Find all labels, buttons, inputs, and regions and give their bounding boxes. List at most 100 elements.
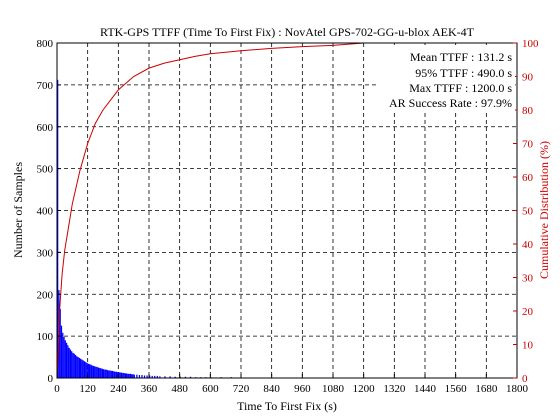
x-tick-label: 600 bbox=[202, 383, 219, 395]
histogram-bar bbox=[77, 357, 79, 378]
histogram-bar bbox=[141, 375, 143, 378]
x-axis-label: Time To First Fix (s) bbox=[237, 399, 337, 413]
histogram-bar bbox=[101, 368, 103, 378]
histogram-bar bbox=[109, 370, 111, 378]
histogram-bar bbox=[81, 359, 83, 378]
stat-value: 131.2 s bbox=[477, 50, 512, 64]
left-tick-label: 0 bbox=[48, 373, 54, 385]
histogram-bar bbox=[99, 367, 101, 378]
histogram-bar bbox=[110, 370, 112, 378]
stat-value: 1200.0 s bbox=[471, 81, 512, 95]
histogram-bar bbox=[131, 374, 133, 378]
left-axis-label: Number of Samples bbox=[11, 162, 25, 258]
histogram-bar bbox=[118, 372, 120, 378]
x-tick-label: 960 bbox=[294, 383, 311, 395]
histogram-bar bbox=[104, 369, 106, 378]
left-tick-label: 100 bbox=[37, 331, 54, 343]
histogram-bar bbox=[159, 376, 161, 378]
histogram-bar bbox=[143, 375, 146, 378]
histogram-bar bbox=[59, 308, 61, 378]
x-tick-label: 1560 bbox=[445, 383, 468, 395]
histogram-bar bbox=[86, 362, 88, 378]
histogram-bar bbox=[60, 325, 63, 378]
stat-95-ttff: 95% TTFF : 490.0 s bbox=[415, 66, 512, 80]
histogram-bar bbox=[67, 345, 69, 378]
histogram-bar bbox=[156, 375, 158, 378]
histogram-bar bbox=[149, 375, 151, 378]
histogram-bar bbox=[113, 371, 115, 378]
histogram-bar bbox=[111, 370, 114, 378]
histogram-bar bbox=[105, 369, 107, 378]
x-tick-label: 1320 bbox=[383, 383, 406, 395]
x-tick-label: 480 bbox=[171, 383, 188, 395]
histogram-bar bbox=[120, 372, 123, 378]
stat-label: Max TTFF : bbox=[409, 81, 468, 95]
right-tick-label: 50 bbox=[522, 206, 534, 218]
histogram-bar bbox=[133, 374, 135, 378]
histogram-bar bbox=[108, 370, 110, 378]
x-tick-label: 1440 bbox=[414, 383, 437, 395]
x-tick-label: 1680 bbox=[475, 383, 498, 395]
histogram-bar bbox=[129, 373, 132, 378]
right-tick-label: 30 bbox=[522, 273, 534, 285]
right-axis-label: Cumulative Distribution (%) bbox=[537, 141, 551, 279]
right-tick-label: 100 bbox=[522, 38, 539, 50]
histogram-bar bbox=[126, 373, 128, 378]
histogram-bar bbox=[78, 357, 80, 378]
histogram-bar bbox=[65, 342, 68, 378]
stat-value: 490.0 s bbox=[477, 66, 512, 80]
histogram-bar bbox=[69, 349, 72, 378]
histogram-bar bbox=[62, 332, 64, 378]
histogram-bar bbox=[88, 364, 91, 378]
histogram-bar bbox=[57, 79, 59, 378]
left-tick-label: 600 bbox=[37, 122, 54, 134]
right-axis-ticks: 0 10 20 30 40 50 60 70 80 90 100 bbox=[513, 38, 539, 385]
stat-mean-ttff: Mean TTFF : 131.2 s bbox=[410, 50, 512, 64]
histogram-bar bbox=[85, 362, 87, 378]
histogram-bar bbox=[95, 366, 97, 378]
histogram-bar bbox=[123, 372, 125, 378]
histogram-bar bbox=[146, 375, 148, 378]
histogram-bar bbox=[73, 353, 75, 378]
histogram-bar bbox=[164, 376, 166, 378]
left-axis-ticks: 0 100 200 300 400 500 600 700 800 bbox=[37, 38, 61, 385]
x-tick-label: 1800 bbox=[506, 383, 529, 395]
histogram-bar bbox=[151, 375, 153, 378]
histogram-bar bbox=[128, 373, 130, 378]
histogram-bar bbox=[90, 364, 92, 378]
left-tick-label: 800 bbox=[37, 38, 54, 50]
stats-panel: Mean TTFF : 131.2 s 95% TTFF : 490.0 s M… bbox=[376, 45, 515, 113]
right-tick-label: 60 bbox=[522, 172, 534, 184]
stat-label: 95% TTFF : bbox=[415, 66, 474, 80]
histogram-bar bbox=[91, 365, 93, 378]
histogram-bar bbox=[63, 336, 65, 378]
stat-ar-success-rate: AR Success Rate : 97.9% bbox=[389, 96, 512, 110]
histogram-bar bbox=[127, 373, 129, 378]
histogram-bar bbox=[72, 352, 74, 378]
stat-max-ttff: Max TTFF : 1200.0 s bbox=[409, 81, 512, 95]
histogram-bar bbox=[124, 373, 126, 378]
histogram-bar bbox=[76, 356, 78, 378]
right-tick-label: 70 bbox=[522, 139, 534, 151]
x-tick-label: 840 bbox=[263, 383, 280, 395]
histogram-bar bbox=[136, 374, 138, 378]
histogram-bar bbox=[115, 371, 118, 378]
right-tick-label: 10 bbox=[522, 340, 534, 352]
histogram-bar bbox=[97, 367, 100, 378]
left-tick-label: 200 bbox=[37, 289, 54, 301]
chart-title: RTK-GPS TTFF (Time To First Fix) : NovAt… bbox=[100, 25, 475, 39]
x-tick-label: 1080 bbox=[322, 383, 345, 395]
histogram-bar bbox=[87, 363, 89, 378]
histogram-bar bbox=[154, 375, 156, 378]
histogram-bar bbox=[184, 376, 187, 378]
histogram-bar bbox=[68, 347, 70, 378]
stat-label: AR Success Rate : bbox=[389, 96, 478, 110]
right-tick-label: 40 bbox=[522, 239, 534, 251]
stats-panel-background bbox=[376, 45, 515, 113]
left-tick-label: 400 bbox=[37, 206, 54, 218]
right-tick-label: 0 bbox=[522, 373, 528, 385]
left-tick-label: 300 bbox=[37, 247, 54, 259]
histogram-bar bbox=[117, 372, 119, 378]
stat-value: 97.9% bbox=[481, 96, 512, 110]
